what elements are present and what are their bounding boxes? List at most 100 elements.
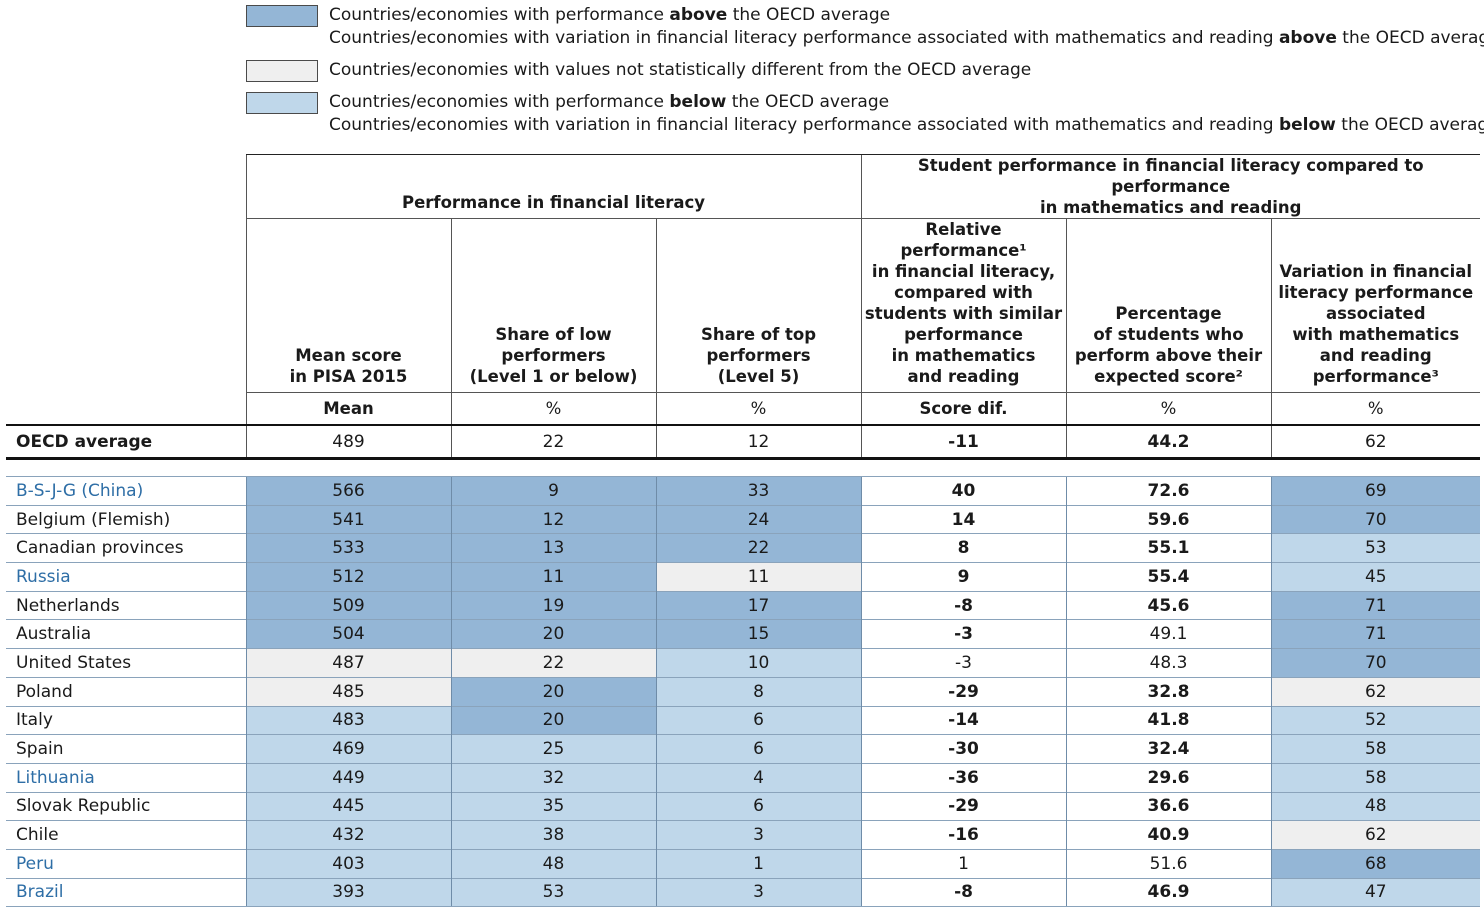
legend-swatch-same (246, 60, 318, 82)
cell-value: 47 (1270, 877, 1481, 907)
cell-value: 11 (655, 562, 862, 592)
cell-value: 72.6 (1065, 476, 1272, 506)
table-row: B-S-J-G (China) 566 9 33 40 72.6 69 (6, 476, 1481, 506)
table-row: Spain 469 25 6 -30 32.4 58 (6, 734, 1481, 764)
cell-value: 403 (245, 848, 451, 879)
country-name: Italy (6, 705, 246, 735)
cell-value: 17 (655, 590, 862, 620)
cell-value: 41.8 (1065, 705, 1272, 735)
cell-value: 38 (450, 820, 656, 850)
cell-value: 20 (450, 705, 656, 735)
cell-value: 45.6 (1065, 590, 1272, 620)
country-name: Lithuania (6, 762, 246, 793)
legend-swatch-above (246, 5, 318, 27)
header-line: with mathematics (1292, 325, 1460, 344)
table-row: Chile 432 38 3 -16 40.9 62 (6, 820, 1481, 850)
cell-value: 3 (655, 877, 862, 907)
cell-value: 53 (1270, 533, 1481, 563)
cell-value: 44.2 (1065, 424, 1272, 460)
cell-value: -16 (860, 820, 1067, 850)
cell-value: 15 (655, 619, 862, 649)
cell-value: 48 (1270, 791, 1481, 821)
cell-value: -29 (860, 791, 1067, 821)
cell-value: 46.9 (1065, 877, 1272, 907)
cell-value: 22 (450, 648, 656, 678)
cell-value: 20 (450, 676, 656, 706)
country-name: Netherlands (6, 590, 246, 620)
header-line: Relative performance¹ (900, 220, 1027, 260)
cell-value: 52 (1270, 705, 1481, 735)
cell-value: 62 (1270, 820, 1481, 850)
cell-value: 51.6 (1065, 848, 1272, 879)
header-line: Mean score (295, 346, 402, 365)
country-name: Russia (6, 562, 246, 592)
cell-value: 59.6 (1065, 504, 1272, 534)
cell-value: 13 (450, 533, 656, 563)
header-relative-performance: Relative performance¹ in financial litera… (860, 218, 1067, 393)
cell-value: 62 (1270, 676, 1481, 706)
cell-value: 541 (245, 504, 451, 534)
table-row: Australia 504 20 15 -3 49.1 71 (6, 619, 1481, 649)
cell-value: 25 (450, 734, 656, 764)
cell-value: 6 (655, 734, 862, 764)
header-line: and reading (907, 367, 1020, 386)
cell-value: 1 (860, 848, 1067, 879)
cell-value: 70 (1270, 648, 1481, 678)
country-name: Slovak Republic (6, 791, 246, 821)
header-line: performers (706, 346, 811, 365)
cell-value: 6 (655, 705, 862, 735)
header-top-performers: Share of top performers (Level 5) (655, 218, 862, 393)
cell-value: 55.1 (1065, 533, 1272, 563)
cell-value: 533 (245, 533, 451, 563)
oecd-average-row: OECD average 489 22 12 -11 44.2 62 (6, 424, 1481, 460)
table-row: United States 487 22 10 -3 48.3 70 (6, 648, 1481, 678)
cell-value: 71 (1270, 590, 1481, 620)
cell-value: 3 (655, 820, 862, 850)
cell-value: 432 (245, 820, 451, 850)
header-line: performers (501, 346, 606, 365)
cell-value: 32.8 (1065, 676, 1272, 706)
cell-value: 566 (245, 476, 451, 506)
legend-swatch-below (246, 92, 318, 114)
cell-value: 22 (655, 533, 862, 563)
table-row: Italy 483 20 6 -14 41.8 52 (6, 705, 1481, 735)
cell-value: 12 (450, 504, 656, 534)
legend-below: Countries/economies with performance bel… (246, 91, 1484, 141)
cell-value: 32 (450, 762, 656, 793)
legend: Countries/economies with performance abo… (246, 4, 1484, 141)
cell-value: 70 (1270, 504, 1481, 534)
cell-value: 55.4 (1065, 562, 1272, 592)
cell-value: 20 (450, 619, 656, 649)
unit-percent: % (450, 392, 656, 425)
cell-value: 58 (1270, 762, 1481, 793)
cell-value: 449 (245, 762, 451, 793)
country-name: Spain (6, 734, 246, 764)
country-name: Belgium (Flemish) (6, 504, 246, 534)
cell-value: 509 (245, 590, 451, 620)
cell-value: 69 (1270, 476, 1481, 506)
header-group-row: Performance in financial literacy Studen… (6, 154, 1481, 219)
cell-value: 40 (860, 476, 1067, 506)
country-name: Peru (6, 848, 246, 879)
unit-percent: % (655, 392, 862, 425)
cell-value: 14 (860, 504, 1067, 534)
cell-value: -3 (860, 648, 1067, 678)
header-line: associated (1325, 304, 1426, 323)
legend-above: Countries/economies with performance abo… (246, 4, 1484, 54)
cell-value: -14 (860, 705, 1067, 735)
table-row: Russia 512 11 11 9 55.4 45 (6, 562, 1481, 592)
table-row: Brazil 393 53 3 -8 46.9 47 (6, 877, 1481, 907)
header-line: perform above their (1074, 346, 1263, 365)
cell-value: 4 (655, 762, 862, 793)
cell-value: 8 (655, 676, 862, 706)
unit-score-dif: Score dif. (860, 392, 1067, 425)
cell-value: -3 (860, 619, 1067, 649)
header-variation: Variation in financial literacy performan… (1270, 218, 1481, 393)
header-line: expected score² (1094, 367, 1243, 386)
country-name: United States (6, 648, 246, 678)
cell-value: 40.9 (1065, 820, 1272, 850)
cell-value: 45 (1270, 562, 1481, 592)
cell-value: 8 (860, 533, 1067, 563)
header-group-comparison: Student performance in financial literac… (860, 154, 1481, 219)
cell-value: 35 (450, 791, 656, 821)
